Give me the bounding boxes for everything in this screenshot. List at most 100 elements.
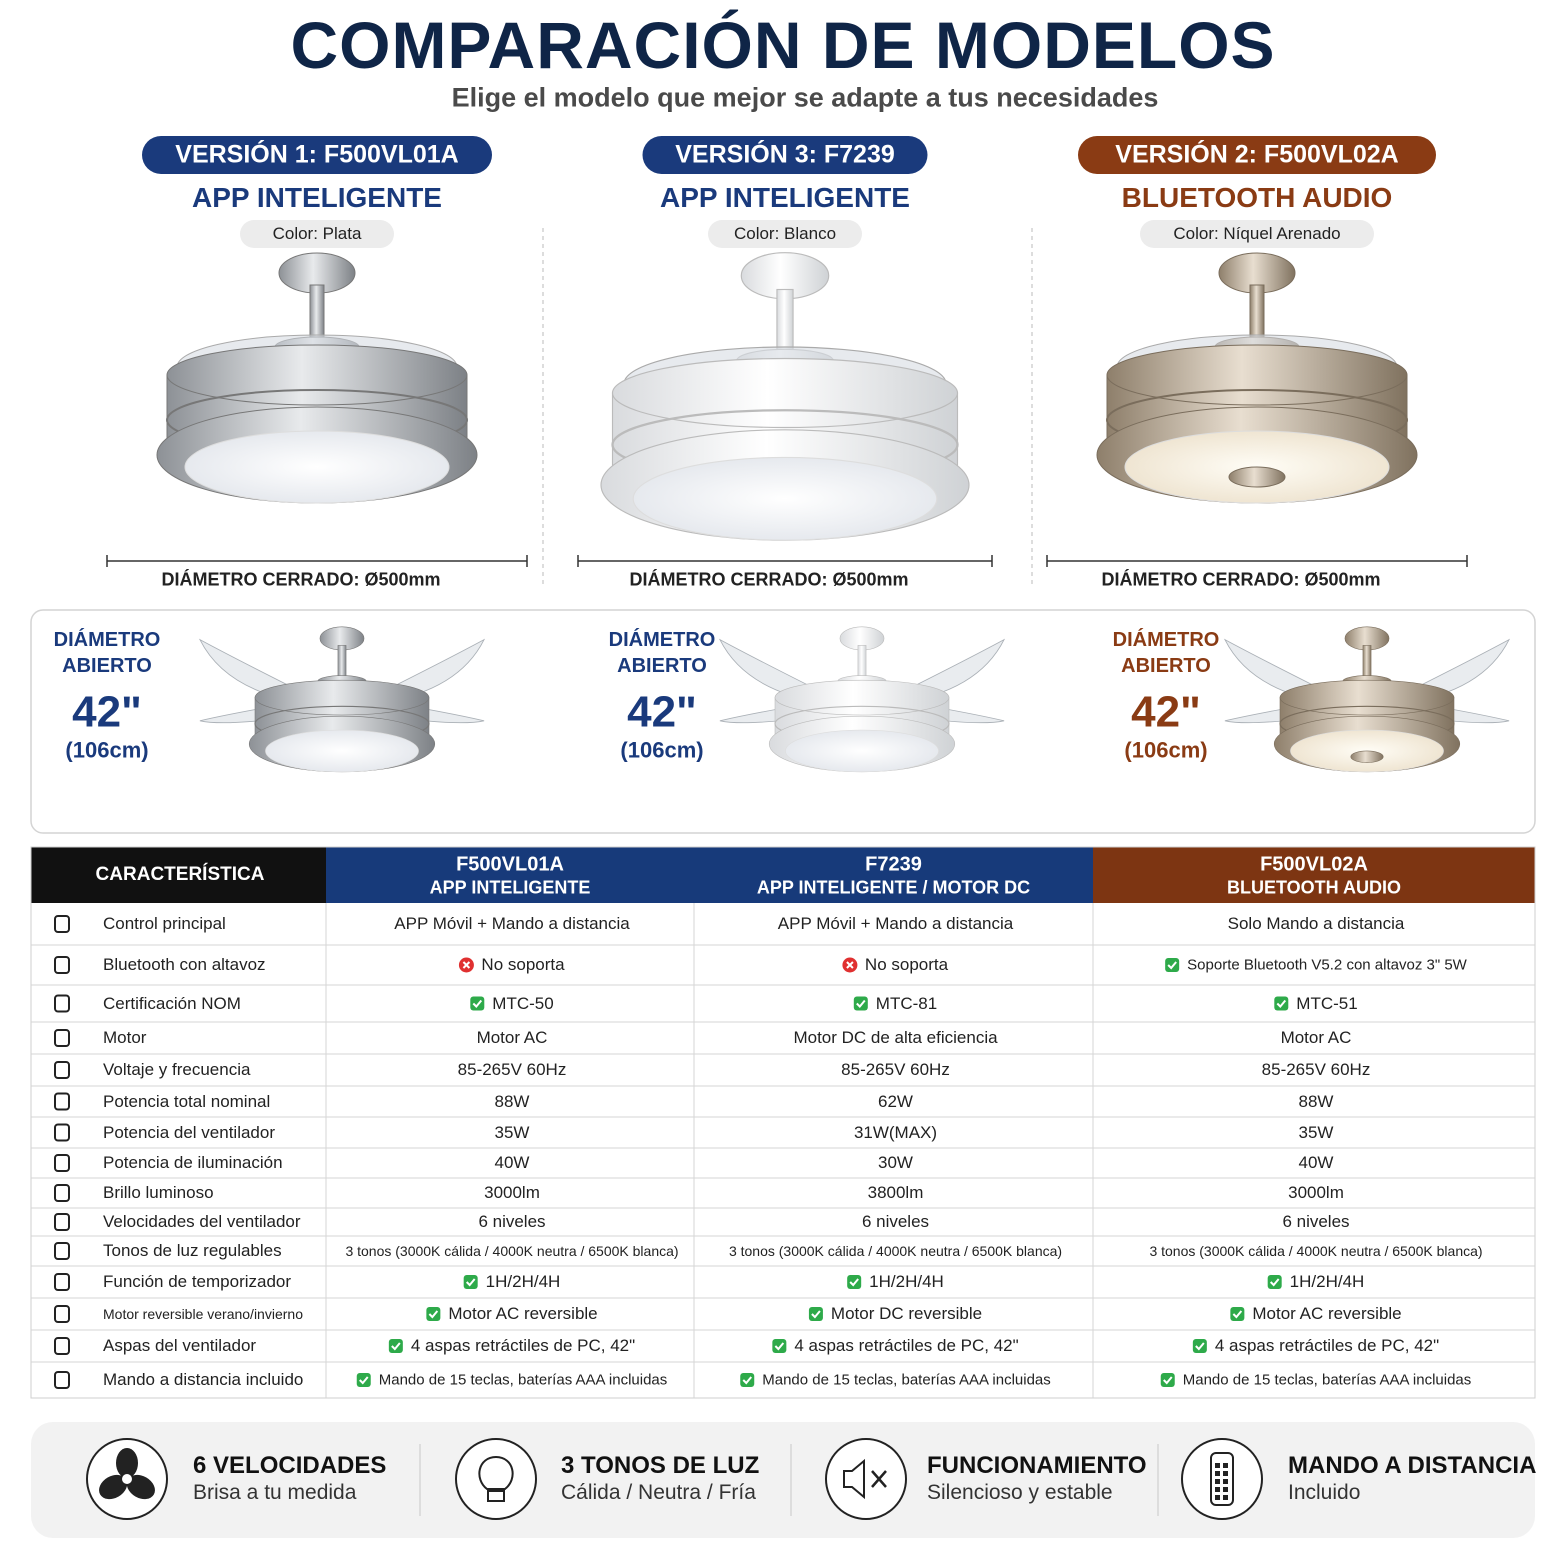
feature-icon-ring xyxy=(455,1438,537,1520)
cell-value: No soporta xyxy=(481,955,565,975)
open-diameter-size: 42" xyxy=(627,687,697,737)
model-feature: BLUETOOTH AUDIO xyxy=(1121,181,1393,213)
cell-value: 62W xyxy=(878,1091,913,1111)
row-icon xyxy=(54,1184,70,1202)
row-icon xyxy=(54,1213,70,1231)
check-icon xyxy=(1274,996,1289,1011)
downrod xyxy=(1362,645,1372,680)
table-border xyxy=(30,846,1536,1399)
row-icon xyxy=(54,1061,70,1079)
open-diameter-size: 42" xyxy=(72,687,142,737)
row-icon xyxy=(54,1273,70,1291)
feature-label: Tonos de luz regulables xyxy=(103,1241,282,1261)
table-header-cell xyxy=(326,847,694,903)
fan-illustration xyxy=(156,252,478,504)
table-header-label: CARACTERÍSTICA xyxy=(95,864,265,886)
check-icon xyxy=(1230,1307,1245,1321)
fan-illustration xyxy=(718,626,1006,773)
feature-subtitle: Silencioso y estable xyxy=(927,1480,1113,1504)
fan-illustration xyxy=(1223,626,1511,773)
body-top xyxy=(1106,344,1408,406)
cell-value: Motor DC reversible xyxy=(830,1304,983,1324)
remote-key xyxy=(1215,1471,1220,1476)
remote-key xyxy=(1223,1479,1228,1484)
cell-value: 3 tonos (3000K cálida / 4000K neutra / 6… xyxy=(1149,1242,1483,1259)
column-feature: APP INTELIGENTE xyxy=(429,877,591,898)
row-icon xyxy=(54,994,70,1013)
feature-label: Potencia de iluminación xyxy=(103,1153,283,1173)
title: COMPARACIÓN DE MODELOS xyxy=(290,8,1276,83)
cell-value: Motor AC reversible xyxy=(448,1304,598,1324)
column-name: F500VL01A xyxy=(456,853,564,876)
body-top xyxy=(611,357,959,429)
cell-value: Motor DC de alta eficiencia xyxy=(793,1028,998,1048)
cell-value: Motor AC xyxy=(1280,1028,1352,1048)
feature-label: Potencia del ventilador xyxy=(103,1122,276,1142)
downrod xyxy=(1249,284,1265,344)
cell-value: 4 aspas retráctiles de PC, 42" xyxy=(794,1336,1019,1356)
feature-label: Certificación NOM xyxy=(103,993,241,1013)
check-mark xyxy=(1232,1310,1243,1319)
fan-illustration xyxy=(1096,252,1418,504)
check-icon xyxy=(463,1275,478,1289)
downrod xyxy=(337,645,347,680)
open-diameter-size: 42" xyxy=(1131,687,1201,737)
cell-value: 4 aspas retráctiles de PC, 42" xyxy=(410,1336,636,1356)
check-icon xyxy=(853,996,868,1011)
check-icon xyxy=(772,1339,787,1353)
remote-key xyxy=(1215,1487,1220,1492)
fan-icon-blade xyxy=(99,1474,128,1500)
check-mark xyxy=(811,1310,821,1319)
cell-value: 1H/2H/4H xyxy=(1289,1272,1365,1292)
remote-key xyxy=(1223,1463,1228,1468)
version-pill xyxy=(142,136,492,174)
check-mark xyxy=(1276,999,1287,1008)
open-diameter-label: DIÁMETRO ABIERTO xyxy=(608,629,716,677)
check-mark xyxy=(465,1278,476,1287)
row-icon xyxy=(54,1305,70,1323)
downrod xyxy=(309,284,325,344)
feature-label: Velocidades del ventilador xyxy=(103,1212,301,1232)
fan-icon-blade xyxy=(116,1448,138,1478)
speaker xyxy=(1228,466,1286,488)
cell-value: 3000lm xyxy=(484,1183,540,1203)
check-mark xyxy=(849,1278,859,1287)
cell-value: 85-265V 60Hz xyxy=(457,1060,567,1080)
feature-label: Aspas del ventilador xyxy=(103,1336,257,1356)
body-top xyxy=(254,679,430,716)
cell-value: Mando de 15 teclas, baterías AAA incluid… xyxy=(378,1371,668,1389)
version-label: VERSIÓN 2: F500VL02A xyxy=(1115,140,1399,169)
column-feature: APP INTELIGENTE / MOTOR DC xyxy=(756,877,1031,898)
light-cover xyxy=(265,729,419,773)
cell-value: MTC-50 xyxy=(492,993,554,1013)
color-pill xyxy=(1140,220,1374,248)
check-mark xyxy=(391,1342,401,1351)
mute-icon xyxy=(871,1470,887,1488)
color-pill xyxy=(240,220,394,248)
row-icon xyxy=(54,1371,70,1389)
feature-label: Función de temporizador xyxy=(103,1272,292,1292)
cell-value: No soporta xyxy=(864,955,949,975)
cell-value: 6 niveles xyxy=(861,1212,930,1232)
bulb-icon xyxy=(478,1455,514,1490)
fan-illustration xyxy=(198,626,486,773)
cell-value: 85-265V 60Hz xyxy=(841,1060,950,1080)
cell-value: Solo Mando a distancia xyxy=(1227,914,1405,934)
cell-value: 1H/2H/4H xyxy=(485,1272,561,1292)
cell-value: 1H/2H/4H xyxy=(869,1272,944,1292)
open-diameter-cm: (106cm) xyxy=(65,737,149,763)
feature-subtitle: Cálida / Neutra / Fría xyxy=(561,1480,756,1504)
row-icon xyxy=(54,956,70,974)
feature-label: Mando a distancia incluido xyxy=(103,1370,304,1390)
version-label: VERSIÓN 3: F7239 xyxy=(675,140,895,169)
light-cover xyxy=(184,430,450,504)
bulb-base xyxy=(487,1490,505,1502)
column-name: F500VL02A xyxy=(1260,853,1368,876)
feature-title: 6 VELOCIDADES xyxy=(193,1452,387,1480)
cell-value: Mando de 15 teclas, baterías AAA incluid… xyxy=(1182,1371,1472,1389)
cell-value: Mando de 15 teclas, baterías AAA incluid… xyxy=(762,1371,1051,1389)
check-mark xyxy=(774,1342,785,1351)
check-mark xyxy=(472,999,483,1008)
